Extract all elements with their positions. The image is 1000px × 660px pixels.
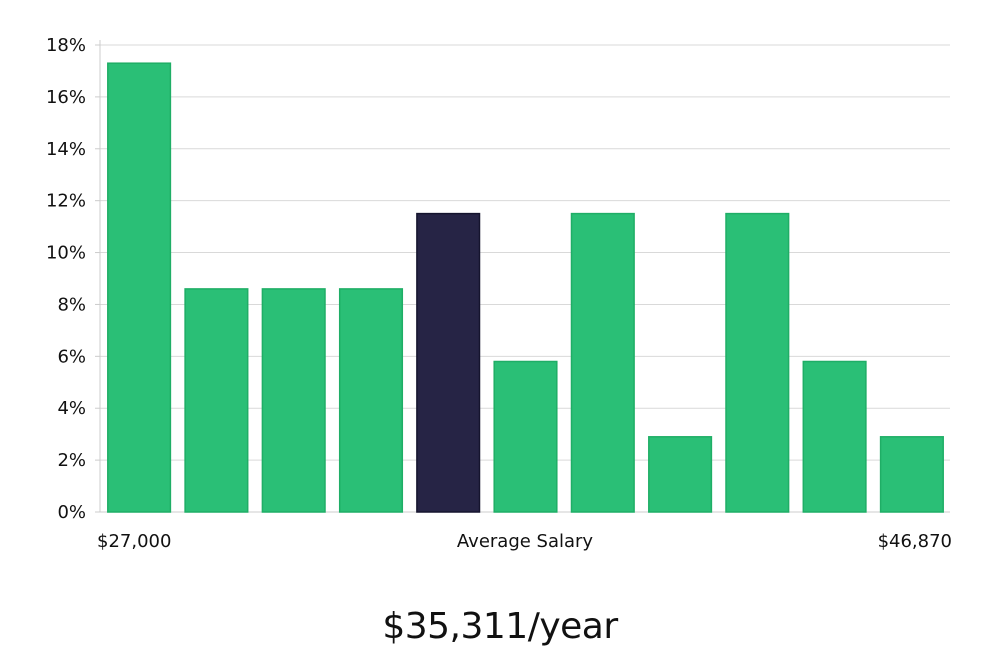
y-tick-label: 18%	[46, 35, 86, 56]
bar	[261, 288, 326, 513]
y-tick-label: 12%	[46, 191, 86, 212]
y-tick-label: 4%	[57, 398, 86, 419]
bar	[725, 212, 790, 513]
bar	[338, 288, 404, 513]
bar	[802, 360, 867, 513]
bars	[107, 62, 944, 513]
bar	[493, 360, 558, 513]
bar	[184, 288, 249, 513]
x-label-max: $46,870	[878, 531, 952, 552]
y-tick-label: 8%	[57, 294, 86, 315]
y-tick-label: 16%	[46, 87, 86, 108]
average-salary-value: $35,311/year	[382, 606, 618, 647]
x-label-min: $27,000	[97, 531, 171, 552]
salary-histogram: 0% 2% 4% 6% 8% 10% 12% 14% 16% 18% $27,000 Averag…	[46, 35, 952, 552]
y-tick-label: 2%	[57, 450, 86, 471]
y-tick-label: 0%	[57, 502, 86, 523]
bar	[879, 436, 944, 513]
bar-average-salary	[416, 212, 481, 513]
bar	[648, 436, 713, 513]
y-tick-label: 14%	[46, 139, 86, 160]
y-tick-label: 10%	[46, 243, 86, 264]
bar	[107, 62, 172, 513]
x-label-center: Average Salary	[457, 531, 594, 552]
bar	[570, 212, 635, 513]
y-tick-label: 6%	[57, 346, 86, 367]
